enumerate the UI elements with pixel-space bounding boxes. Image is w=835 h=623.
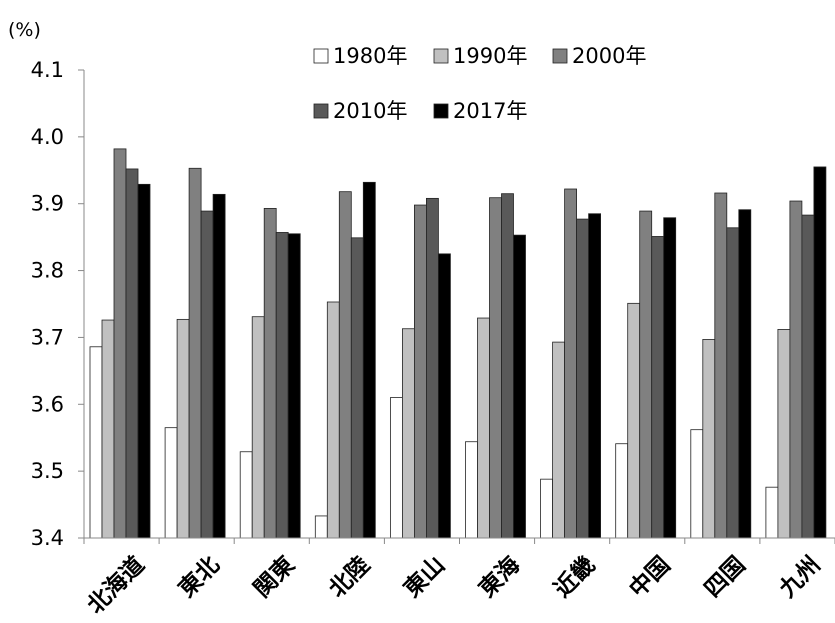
y-tick-label: 4.1: [31, 58, 64, 82]
legend-label: 2010年: [333, 99, 407, 123]
bar: [651, 236, 665, 539]
legend-swatch: [552, 48, 568, 64]
y-tick-label: 4.0: [31, 125, 64, 149]
x-tick-label: 関東: [249, 552, 300, 603]
bar: [576, 218, 589, 539]
bar: [362, 181, 376, 539]
bar: [789, 200, 803, 539]
y-tick-label: 3.9: [31, 192, 64, 216]
legend-label: 2017年: [453, 99, 527, 123]
bar: [663, 217, 677, 539]
bar: [251, 316, 265, 539]
bar: [263, 207, 277, 539]
legend-swatch: [433, 48, 449, 64]
bar: [477, 317, 490, 539]
x-tick-label: 東海: [474, 551, 526, 603]
bar: [540, 478, 553, 539]
bar: [513, 234, 526, 539]
bar: [714, 192, 728, 539]
bar: [212, 193, 226, 539]
legend-label: 2000年: [572, 44, 646, 68]
bar: [389, 397, 403, 539]
legend-swatch: [313, 48, 329, 64]
bar: [777, 329, 791, 539]
bar: [564, 188, 577, 539]
y-axis-unit: (%): [8, 19, 41, 41]
bar: [738, 209, 752, 539]
bar: [765, 486, 779, 539]
bar: [465, 441, 478, 539]
bar: [188, 167, 202, 539]
x-tick-label: 東北: [174, 552, 225, 603]
bar: [239, 451, 253, 539]
bar: [639, 210, 653, 539]
x-tick-label: 四国: [700, 552, 751, 603]
legend-label: 1990年: [453, 44, 527, 68]
bar: [326, 301, 340, 539]
bar: [125, 168, 139, 539]
bar: [338, 191, 352, 539]
axes: [83, 70, 835, 544]
bar: [314, 515, 328, 539]
bar: [588, 213, 601, 539]
y-tick-label: 3.8: [31, 259, 64, 283]
y-tick-label: 3.5: [31, 459, 64, 483]
bar: [350, 237, 364, 539]
bar: [627, 302, 641, 539]
bar: [615, 443, 629, 539]
bar: [200, 210, 214, 539]
legend-swatch: [433, 103, 449, 119]
bar: [287, 233, 301, 539]
x-tick-label: 九州: [774, 552, 826, 604]
bar: [726, 227, 740, 539]
bar: [113, 148, 127, 539]
x-tick-label: 北海道: [82, 551, 150, 619]
y-tick-label: 3.7: [31, 325, 64, 349]
y-axis-ticks: 3.4 3.5 3.6 3.7 3.8 3.9 4.0 4.1: [31, 58, 84, 550]
bar: [275, 232, 289, 539]
legend-swatch: [313, 103, 329, 119]
y-tick-label: 3.4: [31, 526, 64, 550]
bar: [164, 427, 178, 539]
x-tick-label: 中国: [625, 552, 676, 603]
bar: [801, 214, 815, 539]
bar: [702, 339, 716, 539]
bar: [425, 197, 439, 539]
bar: [489, 197, 502, 539]
bar: [552, 341, 565, 539]
bar: [813, 166, 827, 539]
bar: [176, 318, 190, 539]
x-tick-label: 北陸: [324, 552, 375, 603]
bar: [137, 183, 151, 539]
legend-label: 1980年: [333, 44, 407, 68]
x-tick-label: 近畿: [549, 552, 600, 603]
bar: [501, 193, 514, 539]
bar: [690, 429, 704, 539]
bar: [401, 328, 415, 539]
bars: [89, 148, 827, 539]
category-labels: 北海道 東北 関東 北陸 東山 東海 近畿 中国 四国 九州: [82, 551, 826, 619]
bar: [437, 253, 451, 539]
legend-background: [300, 28, 660, 128]
legend: 1980年 1990年 2000年 2010年 2017年: [300, 28, 660, 128]
x-tick-label: 東山: [399, 552, 450, 603]
bar: [89, 346, 103, 539]
bar: [413, 204, 427, 539]
bar: [101, 319, 115, 539]
y-tick-label: 3.6: [31, 392, 64, 416]
